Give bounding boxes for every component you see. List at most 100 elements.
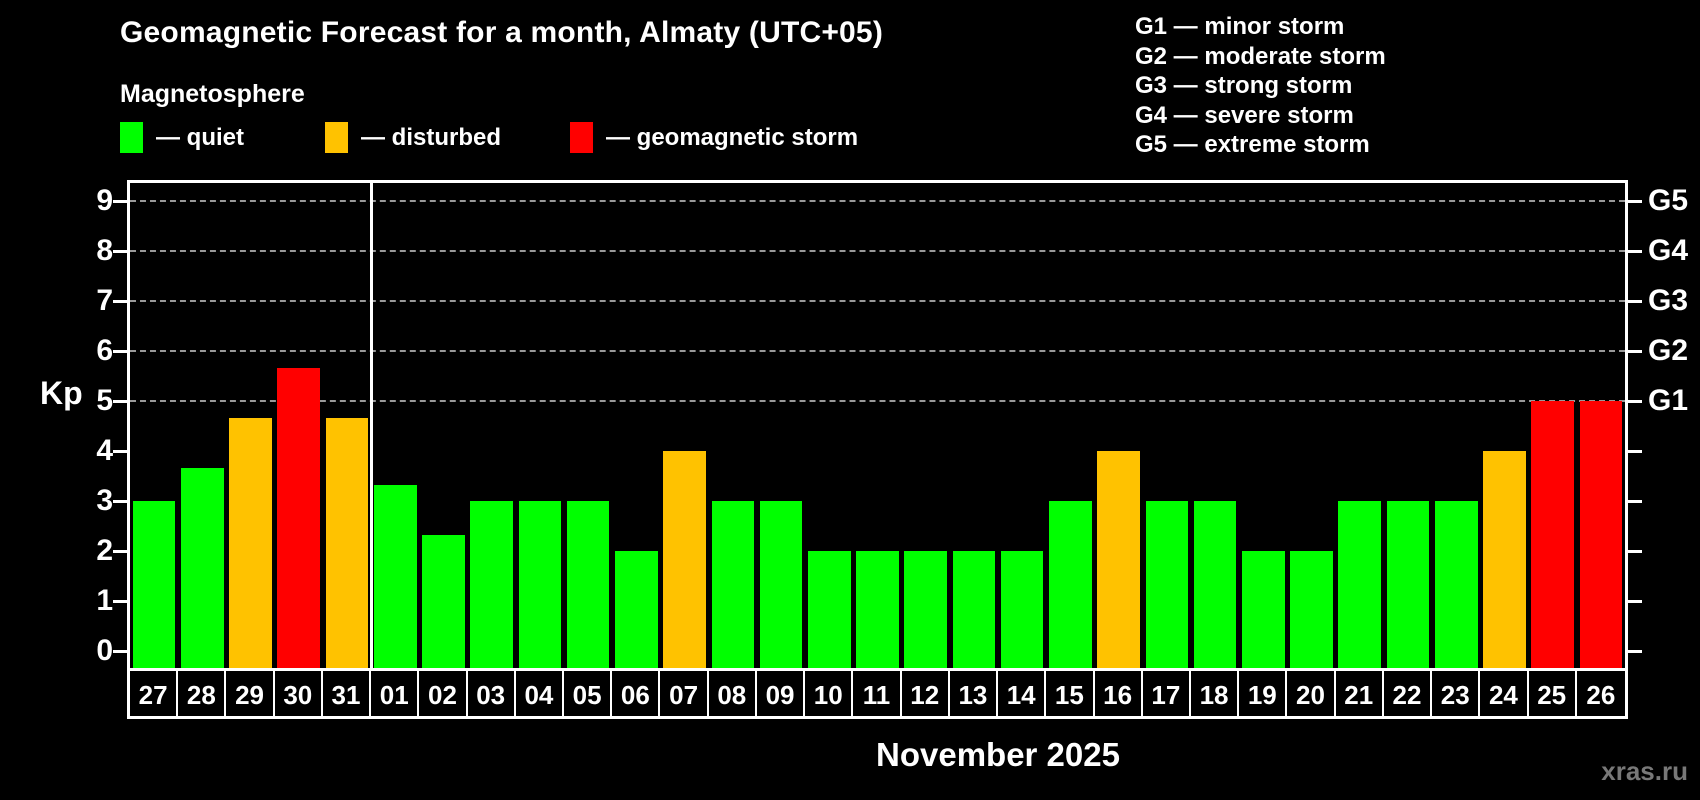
- y-axis-tick-left: [113, 449, 127, 453]
- gridline-kp8: [130, 250, 1625, 252]
- y-axis-tick-right: [1628, 349, 1642, 353]
- kp-bar: [615, 551, 658, 668]
- date-cell: 21: [1336, 671, 1384, 716]
- quiet-color-swatch-icon: [120, 122, 143, 153]
- chart-title: Geomagnetic Forecast for a month, Almaty…: [120, 16, 884, 49]
- kp-bar: [277, 367, 321, 668]
- month-separator-line: [369, 183, 373, 668]
- y-axis-tick-right: [1628, 649, 1642, 653]
- date-cell: 15: [1046, 671, 1095, 716]
- kp-bar: [181, 467, 224, 668]
- y-axis-tick-left: [113, 649, 127, 653]
- kp-bar: [856, 551, 899, 668]
- date-cell: 18: [1191, 671, 1240, 716]
- kp-bar: [1434, 501, 1478, 668]
- gridline-kp7: [130, 300, 1625, 302]
- g-level-label: G4: [1648, 234, 1689, 267]
- date-cell: 30: [275, 671, 323, 716]
- g-scale-legend-line: G5 — extreme storm: [1135, 131, 1370, 158]
- y-tick-label: 2: [96, 534, 113, 567]
- y-axis-tick-right: [1628, 549, 1642, 553]
- date-cell: 08: [709, 671, 757, 716]
- date-cell: 31: [323, 671, 372, 716]
- kp-bar: [1000, 551, 1044, 668]
- y-tick-label: 1: [96, 584, 113, 617]
- date-cell: 23: [1432, 671, 1481, 716]
- date-cell: 14: [998, 671, 1047, 716]
- legend-item-storm: — geomagnetic storm: [570, 122, 858, 153]
- y-tick-label: 6: [96, 334, 113, 367]
- kp-bar: [422, 534, 465, 668]
- y-tick-label: 3: [96, 484, 113, 517]
- date-cell: 28: [178, 671, 227, 716]
- kp-bar: [1049, 501, 1092, 668]
- kp-bar: [1531, 401, 1574, 668]
- y-tick-label: 8: [96, 234, 113, 267]
- kp-bar: [807, 551, 851, 668]
- legend-label: — disturbed: [361, 123, 502, 151]
- g-level-label: G1: [1648, 384, 1689, 417]
- gridline-kp5: [130, 400, 1625, 402]
- y-axis-tick-right: [1628, 199, 1642, 203]
- y-axis-tick-right: [1628, 599, 1642, 603]
- kp-bar: [1097, 451, 1140, 668]
- y-axis-tick-right: [1628, 249, 1642, 253]
- kp-bar: [1483, 451, 1526, 668]
- disturbed-color-swatch-icon: [325, 122, 348, 153]
- plot-area: 0 1 2 3 4 5 6 7 8 9 G1 G2 G3 G4 G5: [96, 180, 1688, 671]
- watermark: xras.ru: [1601, 756, 1688, 786]
- date-cell: 09: [757, 671, 806, 716]
- date-cell: 04: [516, 671, 565, 716]
- kp-bar: [132, 501, 176, 668]
- kp-bar: [952, 551, 996, 668]
- date-cell: 29: [226, 671, 275, 716]
- date-cell: 05: [564, 671, 613, 716]
- date-cell: 13: [950, 671, 999, 716]
- legend-label: — geomagnetic storm: [606, 123, 859, 151]
- kp-bar: [373, 484, 417, 668]
- kp-bar: [1241, 551, 1285, 668]
- kp-bar: [663, 451, 706, 668]
- y-axis-tick-left: [113, 599, 127, 603]
- y-axis-tick-right: [1628, 399, 1642, 403]
- y-tick-label: 7: [96, 284, 113, 317]
- x-axis-label: November 2025: [876, 736, 1120, 773]
- chart-subtitle: Magnetosphere: [120, 80, 305, 108]
- date-cell: 25: [1529, 671, 1577, 716]
- y-axis-tick-left: [113, 399, 127, 403]
- legend-label: — quiet: [156, 123, 244, 151]
- legend-item-quiet: — quiet: [120, 122, 244, 153]
- date-cell: 02: [419, 671, 468, 716]
- y-tick-label: 5: [96, 384, 113, 417]
- kp-bar: [1290, 551, 1333, 668]
- gridline-kp9: [130, 200, 1625, 202]
- y-axis-tick-left: [113, 499, 127, 503]
- date-cell: 03: [468, 671, 516, 716]
- date-cell: 07: [660, 671, 709, 716]
- g-scale-legend-line: G2 — moderate storm: [1135, 42, 1386, 70]
- y-axis-tick-right: [1628, 299, 1642, 303]
- g-scale-legend-line: G3 — strong storm: [1135, 72, 1353, 99]
- y-axis-tick-left: [113, 349, 127, 353]
- g-scale-legend-line: G1 — minor storm: [1135, 13, 1345, 40]
- kp-bar: [470, 501, 513, 668]
- kp-bar: [1193, 501, 1237, 668]
- kp-bar: [229, 417, 272, 668]
- date-cell: 01: [371, 671, 420, 716]
- y-axis-tick-right: [1628, 449, 1642, 453]
- kp-bar: [759, 501, 803, 668]
- date-cell: 12: [902, 671, 950, 716]
- y-axis-tick-left: [113, 299, 127, 303]
- g-level-label: G3: [1648, 284, 1689, 317]
- kp-bar: [1386, 501, 1430, 668]
- y-axis-tick-right: [1628, 499, 1642, 503]
- g-scale-legend: G1 — minor storm G2 — moderate storm G3 — …: [1135, 12, 1386, 160]
- y-axis-tick-left: [113, 549, 127, 553]
- date-cell: 10: [805, 671, 854, 716]
- kp-bar: [1579, 401, 1623, 668]
- y-tick-label: 4: [96, 434, 113, 467]
- date-cell: 19: [1239, 671, 1288, 716]
- date-cell: 24: [1480, 671, 1529, 716]
- g-level-label: G2: [1648, 334, 1689, 367]
